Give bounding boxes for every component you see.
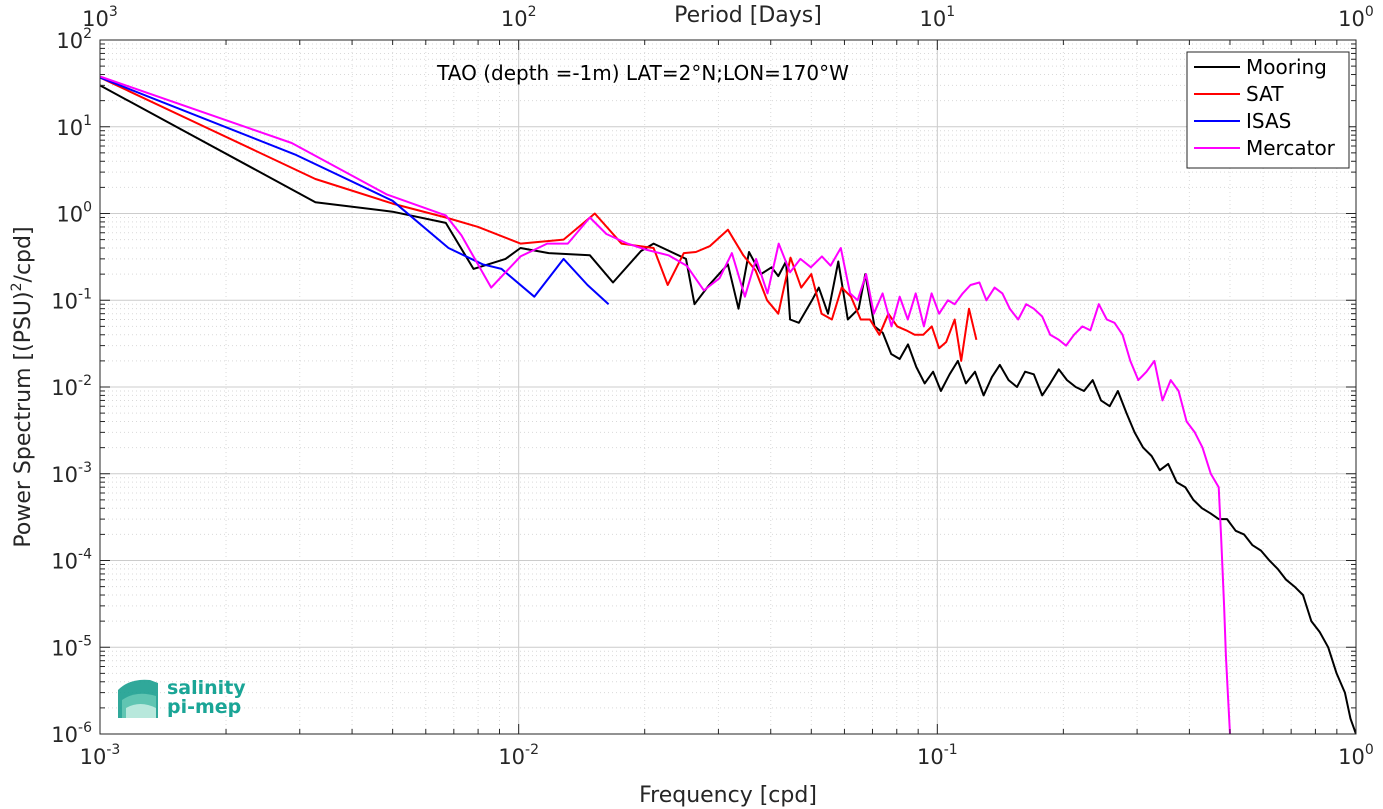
- logo-line2: pi-mep: [167, 696, 241, 718]
- legend-label-isas: ISAS: [1246, 109, 1291, 133]
- y-tick-label: 10-2: [51, 373, 92, 400]
- legend: Mooring SAT ISAS Mercator: [1186, 51, 1350, 169]
- logo-line1: salinity: [167, 677, 246, 699]
- logo-waves-icon-3: [126, 704, 156, 718]
- y-axis-label: Power Spectrum [(PSU)2/cpd]: [9, 226, 36, 547]
- y-tick-label: 10-1: [51, 286, 92, 313]
- legend-label-sat: SAT: [1246, 82, 1284, 106]
- series-line-mooring: [100, 84, 1356, 734]
- x-tick-label: 10-1: [917, 742, 958, 769]
- top-tick-label: 101: [920, 4, 956, 31]
- chart-title: TAO (depth =-1m) LAT=2°N;LON=170°W: [436, 61, 849, 85]
- y-tick-label: 10-6: [51, 720, 92, 747]
- top-axis-label: Period [Days]: [674, 3, 822, 28]
- y-tick-label: 10-5: [51, 633, 92, 660]
- y-tick-label: 100: [56, 200, 92, 227]
- x-tick-label: 10-2: [498, 742, 539, 769]
- top-tick-label: 100: [1338, 4, 1374, 31]
- series-line-mercator: [100, 75, 1231, 734]
- series-line-sat: [100, 76, 978, 362]
- series-line-isas: [100, 76, 610, 305]
- minor-grid: [100, 40, 1356, 734]
- x-tick-label: 10-3: [80, 742, 121, 769]
- x-axis-label: Frequency [cpd]: [639, 783, 817, 808]
- y-tick-label: 10-3: [51, 460, 92, 487]
- y-tick-label: 10-4: [51, 547, 92, 574]
- top-tick-label: 103: [82, 4, 118, 31]
- top-tick-label: 102: [501, 4, 537, 31]
- y-tick-label: 101: [56, 113, 92, 140]
- legend-label-mooring: Mooring: [1246, 55, 1327, 79]
- series-layer: [100, 75, 1356, 734]
- y-tick-label: 102: [56, 26, 92, 53]
- salinity-pi-mep-logo: salinity pi-mep: [118, 677, 246, 718]
- legend-label-mercator: Mercator: [1246, 136, 1336, 160]
- x-tick-label: 100: [1338, 742, 1374, 769]
